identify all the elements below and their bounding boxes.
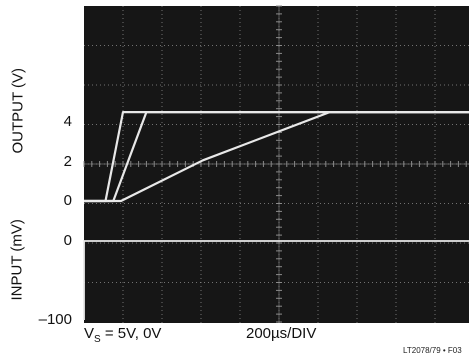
supply-caption-suffix: = 5V, 0V [100,325,162,342]
input-tick-label: –100 [38,311,72,328]
output-trace-3 [84,110,469,203]
supply-caption-prefix: V [84,325,95,342]
input-trace-1 [83,240,469,320]
scope-traces [83,110,469,320]
x-scale-label: 200µs/DIV [246,325,317,342]
supply-caption-subscript: S [94,334,101,345]
scope-graticule [83,5,469,323]
figure-id: LT2078/79 • F03 [403,346,462,355]
output-tick-label: 2 [63,152,72,170]
output-tick-label: 4 [63,113,72,130]
input-tick-label: 0 [63,232,72,249]
supply-caption: VS = 5V, 0V [84,325,162,345]
output-tick-label: 0 [63,192,72,209]
